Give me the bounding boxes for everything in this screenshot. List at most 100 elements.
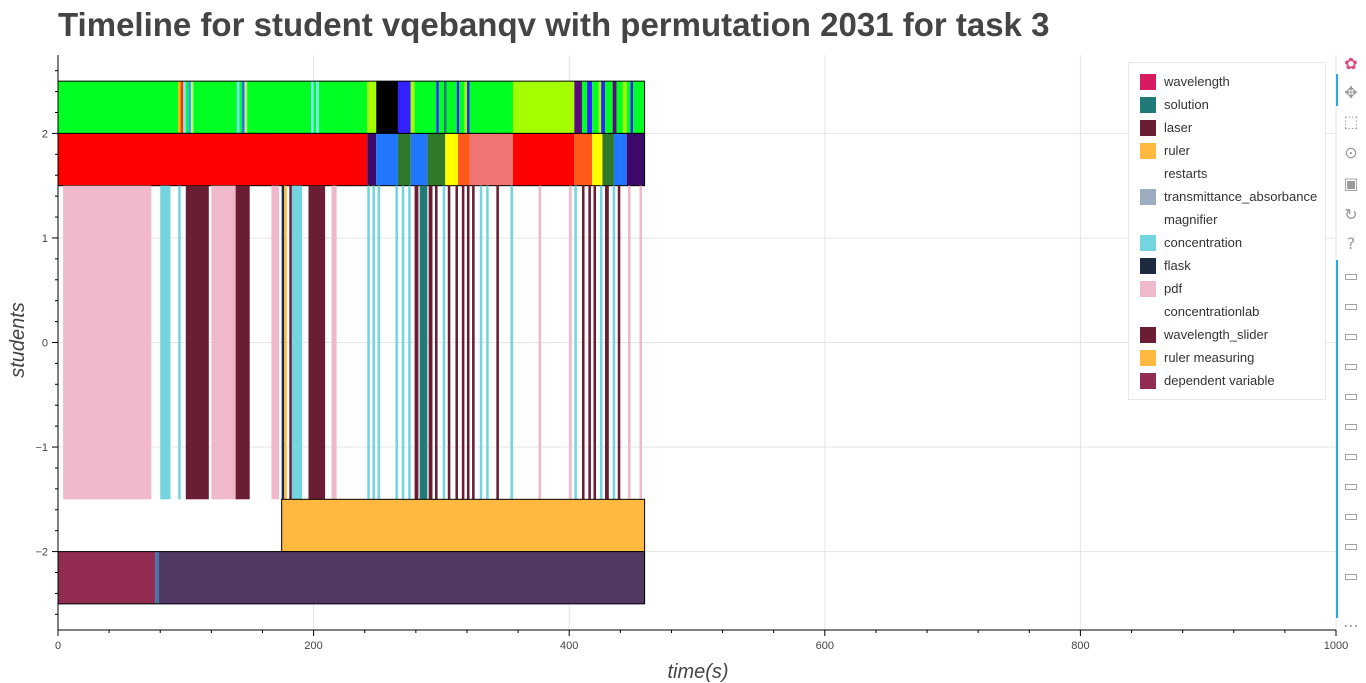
legend-swatch <box>1140 142 1156 159</box>
hover-icon[interactable]: ▭ <box>1343 385 1359 405</box>
timeline-segment <box>604 185 609 500</box>
timeline-segment <box>538 185 542 500</box>
timeline-segment <box>486 185 489 500</box>
timeline-segment <box>458 133 470 186</box>
legend-item[interactable]: wavelength_slider <box>1140 323 1268 346</box>
hover-icon[interactable]: ▭ <box>1343 265 1359 285</box>
legend-label: concentration <box>1164 235 1243 250</box>
timeline-segment <box>435 185 438 500</box>
timeline-segment <box>377 185 381 500</box>
legend-label: wavelength_slider <box>1164 327 1269 342</box>
timeline-segment <box>592 133 603 186</box>
timeline-segment <box>367 133 377 186</box>
legend-item[interactable]: transmittance_absorbance <box>1140 185 1317 208</box>
legend-swatch <box>1140 280 1156 297</box>
timeline-segment <box>496 185 499 500</box>
legend-label: dependent variable <box>1164 373 1275 388</box>
timeline-segment <box>455 185 459 500</box>
timeline-segment <box>427 133 446 186</box>
timeline-segment <box>633 81 645 134</box>
timeline-segment <box>616 81 623 134</box>
timeline-segment <box>587 81 593 134</box>
timeline-segment <box>438 81 444 134</box>
hover-icon[interactable]: ▭ <box>1343 415 1359 435</box>
box-zoom-icon[interactable]: ⬚ <box>1343 111 1359 131</box>
hover-icon[interactable]: ▭ <box>1343 445 1359 465</box>
more-icon[interactable]: ⋯ <box>1343 615 1359 635</box>
timeline-segment <box>281 185 285 500</box>
x-tick-label: 1000 <box>1324 640 1348 652</box>
timeline-segment <box>581 81 588 134</box>
timeline-segment <box>367 81 377 134</box>
timeline-segment <box>239 81 243 134</box>
timeline-segment <box>446 81 457 134</box>
toolbar: ✿ ✥ ⬚ ⊙ ▣ ↻? ▭ ▭ ▭ ▭ ▭ ▭ ▭ ▭ ▭ ▭ ▭ ⋯ <box>1336 48 1366 638</box>
timeline-segment <box>512 133 575 186</box>
timeline-segment <box>178 81 181 134</box>
hover-icon[interactable]: ▭ <box>1343 295 1359 315</box>
timeline-segment <box>626 81 631 134</box>
legend-label: restarts <box>1164 166 1208 181</box>
timeline-segment <box>158 551 645 604</box>
legend-item[interactable]: wavelength <box>1140 70 1230 93</box>
legend-item[interactable]: concentrationlab <box>1140 300 1259 323</box>
legend-item[interactable]: laser <box>1140 116 1192 139</box>
timeline-segment <box>613 133 627 186</box>
timeline-segment <box>639 185 643 500</box>
bokeh-logo-icon[interactable]: ✿ <box>1344 53 1358 73</box>
legend-item[interactable]: solution <box>1140 93 1209 116</box>
y-tick-label: 0 <box>42 338 48 350</box>
timeline-segment <box>289 185 292 500</box>
hover-icon[interactable]: ▭ <box>1343 535 1359 555</box>
pan-icon[interactable]: ✥ <box>1344 82 1358 102</box>
timeline-segment <box>588 185 591 500</box>
legend-swatch <box>1140 165 1156 182</box>
legend-label: ruler measuring <box>1164 350 1255 365</box>
timeline-segment <box>581 185 585 500</box>
timeline-segment <box>574 133 593 186</box>
hover-icon[interactable]: ▭ <box>1343 325 1359 345</box>
legend-item[interactable]: flask <box>1140 254 1191 277</box>
timeline-segment <box>599 185 603 500</box>
timeline-segment <box>414 81 437 134</box>
chart-title: Timeline for student vqebanqv with permu… <box>58 6 1050 43</box>
timeline-segment <box>410 81 415 134</box>
timeline-segment <box>592 81 599 134</box>
hover-icon[interactable]: ▭ <box>1343 565 1359 585</box>
legend-item[interactable]: concentration <box>1140 231 1242 254</box>
legend-swatch <box>1140 73 1156 90</box>
axes: 0 200 400 600 800 1000 −2 −1 0 1 2 <box>35 55 1348 652</box>
timeline-segment <box>178 185 181 500</box>
x-tick-label: 800 <box>1071 640 1089 652</box>
timeline-segment <box>461 185 465 500</box>
timeline-segment <box>376 81 398 134</box>
help-icon[interactable]: ? <box>1346 233 1356 253</box>
legend-swatch <box>1140 188 1156 205</box>
legend-item[interactable]: restarts <box>1140 162 1207 185</box>
hover-icon[interactable]: ▭ <box>1343 355 1359 375</box>
legend-swatch <box>1140 326 1156 343</box>
timeline-segment <box>574 81 582 134</box>
legend-swatch <box>1140 211 1156 228</box>
hover-icon[interactable]: ▭ <box>1343 475 1359 495</box>
legend-item[interactable]: ruler <box>1140 139 1190 162</box>
y-axis-label: students <box>7 302 29 378</box>
timeline-segment <box>469 81 513 134</box>
legend-item[interactable]: ruler measuring <box>1140 346 1254 369</box>
timeline-segment <box>235 185 250 500</box>
y-tick-label: 2 <box>42 128 48 140</box>
legend-item[interactable]: magnifier <box>1140 208 1217 231</box>
timeline-segment <box>63 185 152 500</box>
timeline-segment <box>479 185 483 500</box>
save-icon[interactable]: ▣ <box>1343 173 1359 193</box>
timeline-segment <box>617 185 621 500</box>
timeline-segment <box>367 185 370 500</box>
wheel-zoom-icon[interactable]: ⊙ <box>1344 142 1358 162</box>
legend-item[interactable]: dependent variable <box>1140 369 1275 392</box>
hover-icon[interactable]: ▭ <box>1343 505 1359 525</box>
legend-label: ruler <box>1164 143 1191 158</box>
timeline-segment <box>630 81 634 134</box>
reset-icon[interactable]: ↻ <box>1344 204 1358 224</box>
legend-item[interactable]: pdf <box>1140 277 1182 300</box>
